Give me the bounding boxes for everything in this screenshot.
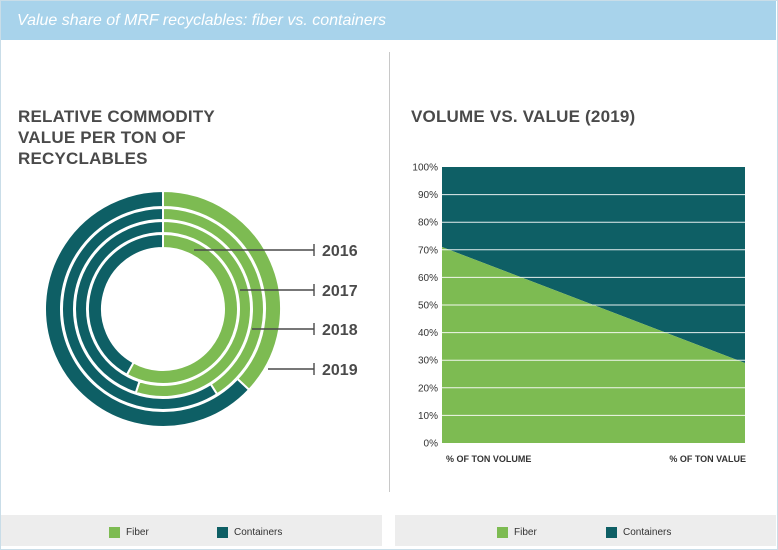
figure-title: Value share of MRF recyclables: fiber vs…	[17, 12, 387, 29]
ring-2019	[44, 189, 282, 428]
area-legend: Fiber Containers	[395, 515, 776, 546]
y-tick-label: 80%	[418, 218, 438, 229]
containers-swatch	[217, 526, 228, 538]
header-bar: Value share of MRF recyclables: fiber vs…	[1, 1, 776, 40]
donut-chart-title: RELATIVE COMMODITY VALUE PER TON OF RECY…	[18, 107, 215, 168]
year-label-2016: 2016	[322, 243, 358, 260]
x-category-label: % OF TON VOLUME	[446, 454, 531, 464]
area-containers	[442, 167, 745, 363]
y-tick-label: 90%	[418, 190, 438, 201]
y-tick-label: 100%	[412, 163, 438, 174]
legend-item-fiber: Fiber	[109, 526, 149, 538]
donut-legend: Fiber Containers	[1, 515, 382, 546]
year-label-2018: 2018	[322, 322, 358, 339]
y-tick-label: 40%	[418, 328, 438, 339]
legend-item-fiber: Fiber	[497, 526, 537, 538]
y-tick-label: 70%	[418, 245, 438, 256]
area-fiber	[442, 247, 745, 443]
panel-divider	[389, 52, 390, 492]
legend-item-containers: Containers	[217, 526, 282, 538]
legend-label-fiber: Fiber	[514, 526, 537, 538]
legend-item-containers: Containers	[606, 526, 671, 538]
year-label-2019: 2019	[322, 362, 358, 379]
y-tick-label: 60%	[418, 273, 438, 284]
y-tick-label: 20%	[418, 383, 438, 394]
fiber-swatch	[497, 526, 508, 538]
legend-label-fiber: Fiber	[126, 526, 149, 538]
ring-2016-containers-arc	[87, 232, 164, 377]
area-chart-title: VOLUME VS. VALUE (2019)	[411, 107, 636, 126]
ring-2016	[87, 232, 239, 385]
ring-2018	[61, 206, 265, 411]
y-tick-label: 50%	[418, 301, 438, 312]
ring-2019-containers-arc	[44, 189, 251, 428]
x-category-label: % OF TON VALUE	[669, 454, 746, 464]
ring-2018-containers-arc	[61, 206, 219, 411]
legend-label-containers: Containers	[234, 526, 283, 538]
fiber-swatch	[109, 526, 120, 538]
containers-swatch	[606, 526, 617, 538]
y-tick-label: 10%	[418, 411, 438, 422]
legend-label-containers: Containers	[623, 526, 672, 538]
y-tick-label: 0%	[424, 439, 439, 450]
y-tick-label: 30%	[418, 356, 438, 367]
year-label-2017: 2017	[322, 283, 358, 300]
